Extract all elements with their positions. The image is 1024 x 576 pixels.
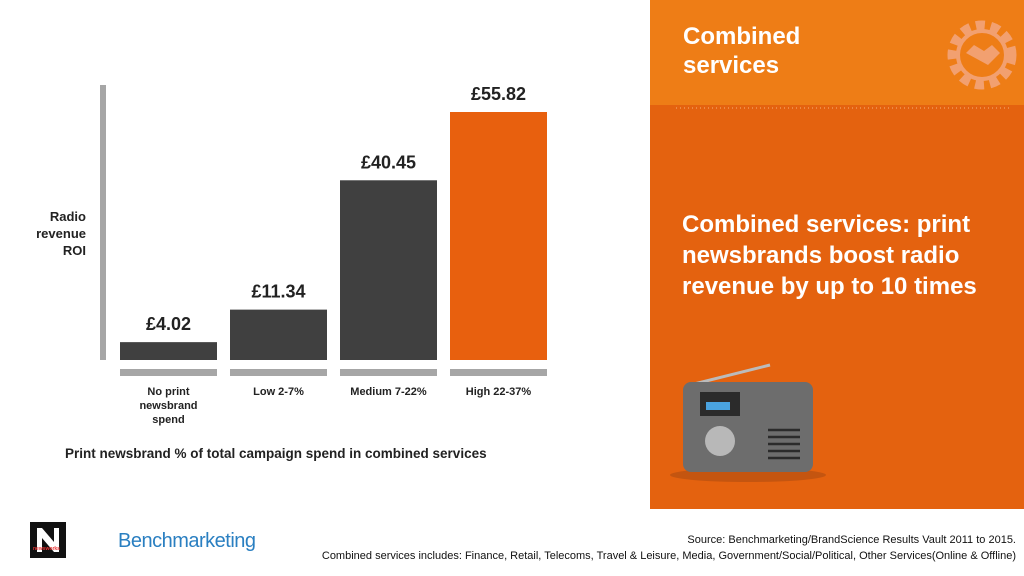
gear-icon — [947, 20, 1017, 90]
headline: Combined services: print newsbrands boos… — [682, 211, 977, 300]
bar — [450, 112, 547, 360]
logo-n-text: newsworks — [33, 546, 60, 552]
bar-base — [450, 369, 547, 376]
bar-base — [340, 369, 437, 376]
x-tick-label: Medium 7-22% — [350, 386, 427, 398]
x-tick-label: No print newsbrand spend — [139, 386, 198, 426]
bar — [230, 309, 327, 360]
value-label: £11.34 — [251, 282, 305, 302]
value-label: £40.45 — [361, 152, 416, 172]
x-tick-label: High 22-37% — [465, 386, 532, 398]
source: Source: Benchmarketing/BrandScience Resu… — [687, 534, 1016, 546]
x-axis-label: Print newsbrand % of total campaign spen… — [65, 446, 487, 461]
bar — [120, 342, 217, 360]
panel-heading: Combined services — [683, 23, 801, 79]
radio-icon — [670, 363, 826, 482]
note: Combined services includes: Finance, Ret… — [321, 550, 1016, 562]
x-tick-label: Low 2-7% — [253, 386, 304, 398]
bar-base — [120, 369, 217, 376]
value-label: £4.02 — [146, 314, 191, 334]
n-logo-mark — [37, 528, 59, 552]
bar-base — [230, 369, 327, 376]
y-axis-label: Radio revenue ROI — [36, 209, 86, 258]
value-label: £55.82 — [471, 84, 526, 104]
bar — [340, 180, 437, 360]
panel-top — [650, 0, 1024, 105]
benchmarketing-logo: Benchmarketing — [118, 530, 256, 552]
